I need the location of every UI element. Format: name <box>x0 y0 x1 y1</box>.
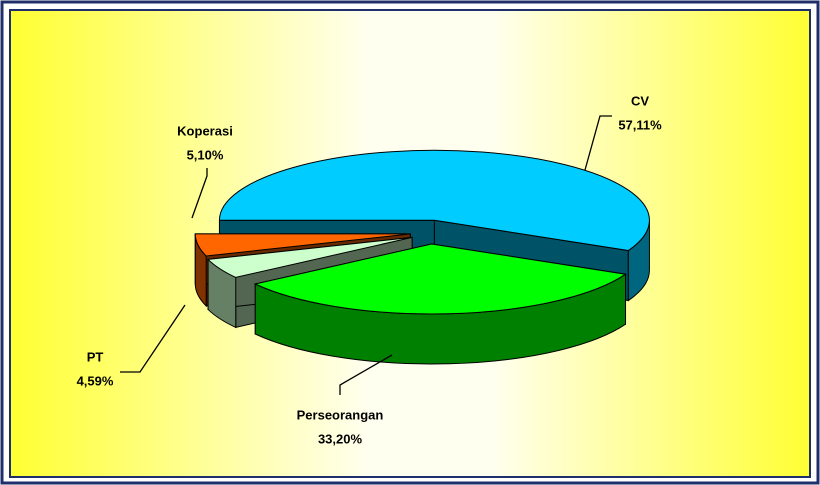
slice <box>218 149 650 252</box>
slice <box>206 236 413 278</box>
value-label: 33,20% <box>318 431 363 446</box>
category-label: CV <box>631 93 649 108</box>
slice <box>253 243 627 315</box>
category-label: Koperasi <box>177 123 233 138</box>
leader-line <box>120 304 186 373</box>
category-label: Perseorangan <box>297 407 384 422</box>
value-label: 4,59% <box>77 373 114 388</box>
category-label: PT <box>87 349 104 364</box>
leader-line <box>584 115 612 171</box>
pie <box>194 149 650 365</box>
value-label: 5,10% <box>187 147 224 162</box>
leader-line <box>191 168 208 219</box>
value-label: 57,11% <box>618 117 662 132</box>
labels: CV 57,11% Perseorangan 33,20% PT 4,59% Koperas… <box>77 93 663 446</box>
leader-line <box>339 354 393 395</box>
slice <box>194 233 411 257</box>
